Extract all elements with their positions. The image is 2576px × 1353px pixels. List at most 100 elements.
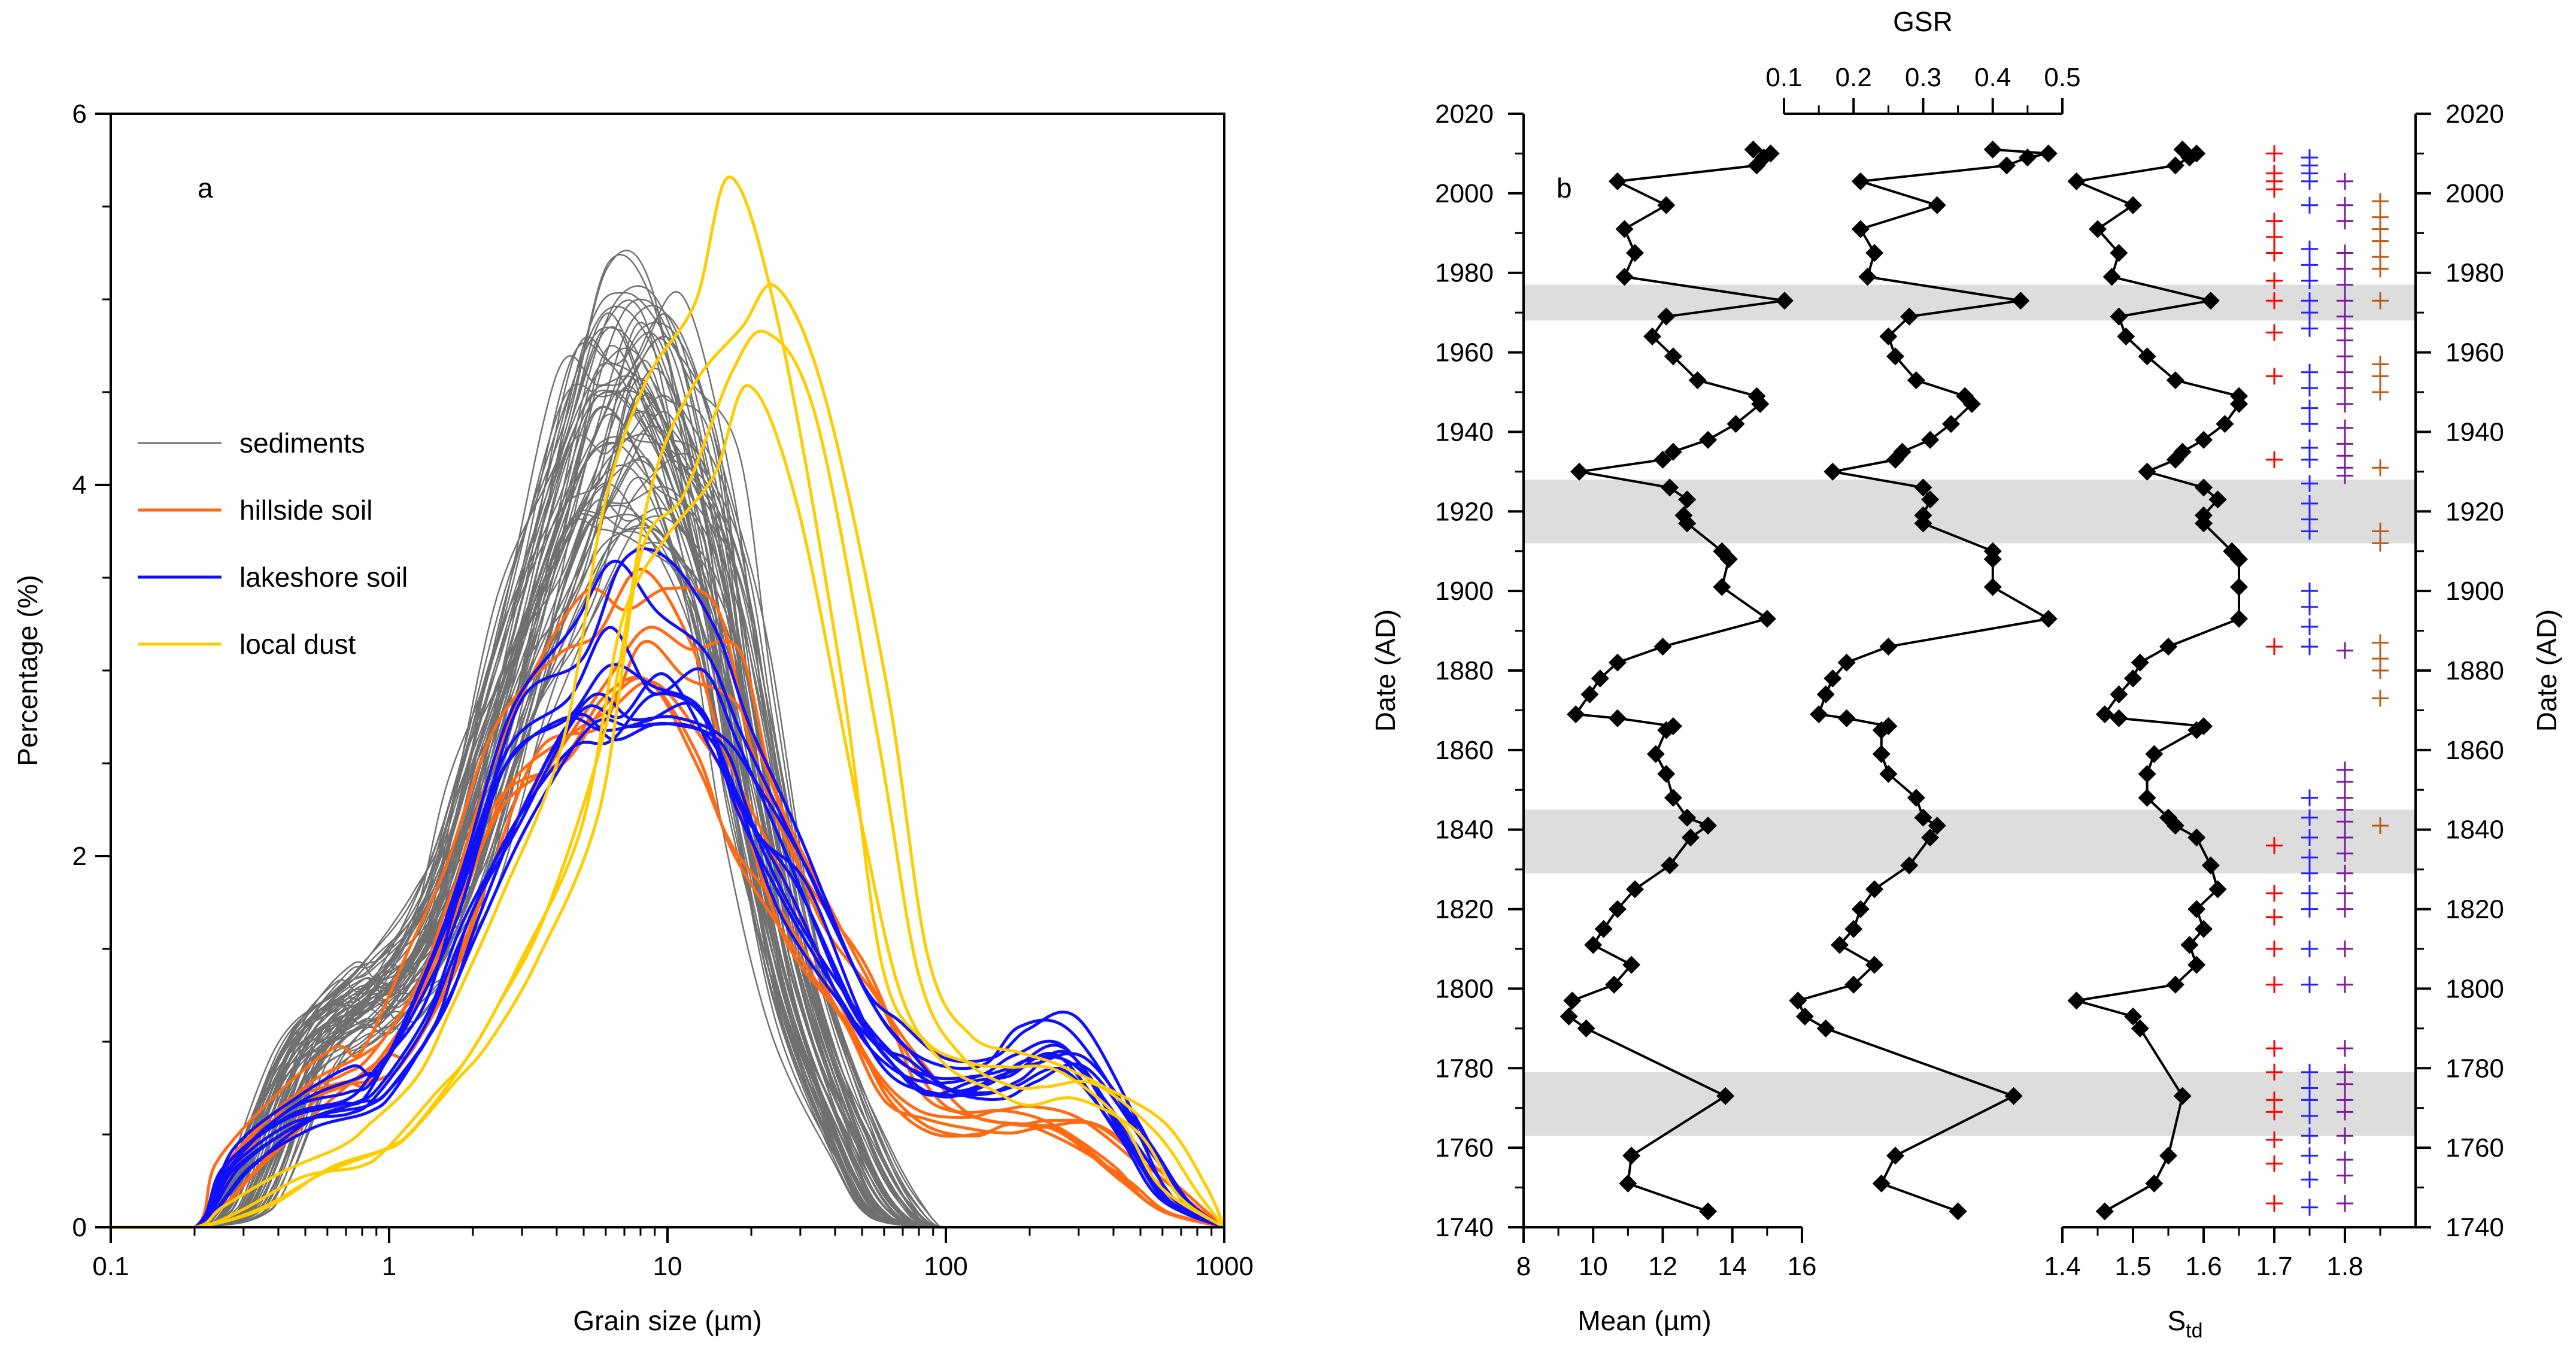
std-point: [2131, 1019, 2149, 1037]
std-point: [2067, 991, 2086, 1010]
plus-marker: [2337, 813, 2353, 830]
std-point: [2110, 709, 2128, 727]
y-tick-label: 6: [72, 99, 87, 129]
mean-point: [1716, 1087, 1735, 1105]
std-x-axis-label: Std: [2167, 1305, 2202, 1342]
plus-marker: [2301, 475, 2318, 492]
gsr-point: [1983, 578, 2002, 596]
gsr-point: [1879, 638, 1898, 656]
gsr-point: [1914, 514, 1932, 533]
x-tick-label: 0.4: [1974, 63, 2011, 92]
plus-marker: [2266, 292, 2283, 310]
plus-marker: [2266, 181, 2283, 198]
plus-marker: [2337, 196, 2353, 214]
mean-point: [1699, 817, 1718, 835]
plus-marker: [2301, 885, 2318, 902]
x-tick-label: 1.6: [2185, 1252, 2222, 1281]
gsr-point: [1844, 975, 1863, 994]
shaded-interval: [1524, 284, 2416, 321]
std-point: [2095, 1202, 2114, 1221]
plus-marker: [2301, 272, 2318, 289]
plus-marker: [2337, 976, 2353, 993]
plus-marker: [2266, 228, 2283, 245]
gsr-point: [1823, 462, 1842, 481]
std-point: [2208, 880, 2227, 899]
panel-a-x-ticks: 0.1 1 10 100 1000: [92, 1227, 1254, 1281]
gsr-point: [1921, 829, 1940, 847]
plus-marker: [2337, 1151, 2353, 1169]
date-tick-label-right: 1760: [2445, 1133, 2504, 1163]
plus-marker: [2266, 1040, 2283, 1057]
mean-point: [1747, 156, 1766, 175]
plus-marker: [2337, 213, 2353, 230]
gsr-point: [1907, 371, 1925, 390]
x-tick-label: 10: [653, 1252, 682, 1281]
x-tick-label: 1: [382, 1252, 396, 1281]
date-tick-label-left: 1760: [1435, 1133, 1494, 1163]
plus-marker: [2372, 384, 2389, 401]
panel-a-letter: a: [198, 172, 213, 204]
date-tick-label-right: 1860: [2445, 736, 2504, 765]
legend-label: hillside soil: [239, 495, 372, 526]
std-point: [2124, 196, 2142, 214]
plus-marker: [2301, 1063, 2318, 1081]
plus-marker: [2337, 292, 2353, 310]
local-dust-curve: [110, 329, 1225, 1229]
x-tick-label: 1.4: [2044, 1252, 2080, 1281]
x-tick-label: 0.1: [92, 1252, 129, 1281]
mean-point: [1653, 450, 1672, 469]
lakeshore-soil-curve: [110, 692, 1225, 1229]
gsr-point: [1858, 268, 1877, 286]
plus-marker: [2266, 976, 2283, 993]
mean-point: [1626, 244, 1644, 262]
gsr-point: [1928, 196, 1946, 214]
plus-marker: [2372, 260, 2389, 278]
mean-point: [1657, 721, 1676, 739]
panel-a-x-axis-label: Grain size (µm): [573, 1305, 761, 1336]
hillside-soil-curve: [110, 676, 1225, 1229]
gsr-point: [1949, 1202, 1967, 1221]
mean-point: [1567, 705, 1585, 724]
plus-marker: [2266, 451, 2283, 468]
gsr-point: [1879, 765, 1898, 783]
lakeshore-soil-curve: [110, 672, 1225, 1229]
date-tick-label-left: 1880: [1435, 656, 1494, 685]
x-tick-label: 10: [1579, 1252, 1608, 1281]
plus-marker: [2337, 829, 2353, 846]
std-point: [2208, 490, 2227, 509]
std-point: [2131, 653, 2149, 672]
std-point: [2166, 817, 2184, 835]
mean-point: [1664, 788, 1682, 807]
plus-marker: [2301, 172, 2318, 190]
plus-marker: [2372, 368, 2389, 385]
mean-point: [1661, 478, 1679, 497]
gsr-point: [2018, 148, 2037, 167]
mean-point: [1699, 430, 1718, 449]
date-tick-label-left: 1940: [1435, 417, 1494, 447]
plus-marker: [2301, 451, 2318, 468]
date-tick-label-right: 2000: [2445, 179, 2504, 208]
date-tick-label-right: 1880: [2445, 656, 2504, 685]
plus-marker: [2337, 244, 2353, 262]
panel-b-shaded-intervals: [1524, 284, 2416, 1136]
plus-marker: [2337, 1167, 2353, 1184]
gsr-point: [1983, 550, 2002, 568]
mean-point: [1608, 172, 1627, 190]
plus-marker: [2301, 240, 2318, 257]
gsr-point: [1907, 788, 1925, 807]
panel-b-date-ticks: 1740 1740 1760 1760 1780 1780 1800 1800 1820 1820…: [1435, 99, 2504, 1242]
std-point: [2138, 462, 2156, 481]
date-tick-label-left: 2000: [1435, 179, 1494, 208]
plus-marker: [2337, 1075, 2353, 1093]
mean-point: [1758, 609, 1776, 628]
gsr-point: [2004, 1087, 2023, 1105]
plus-marker: [2337, 348, 2353, 365]
mean-point: [1619, 1174, 1637, 1193]
plus-marker: [2301, 320, 2318, 337]
std-point: [2138, 347, 2156, 366]
mean-series: [1559, 140, 1794, 1221]
mean-point: [1646, 745, 1665, 763]
mean-point: [1559, 1007, 1578, 1026]
plus-marker: [2301, 1108, 2318, 1124]
